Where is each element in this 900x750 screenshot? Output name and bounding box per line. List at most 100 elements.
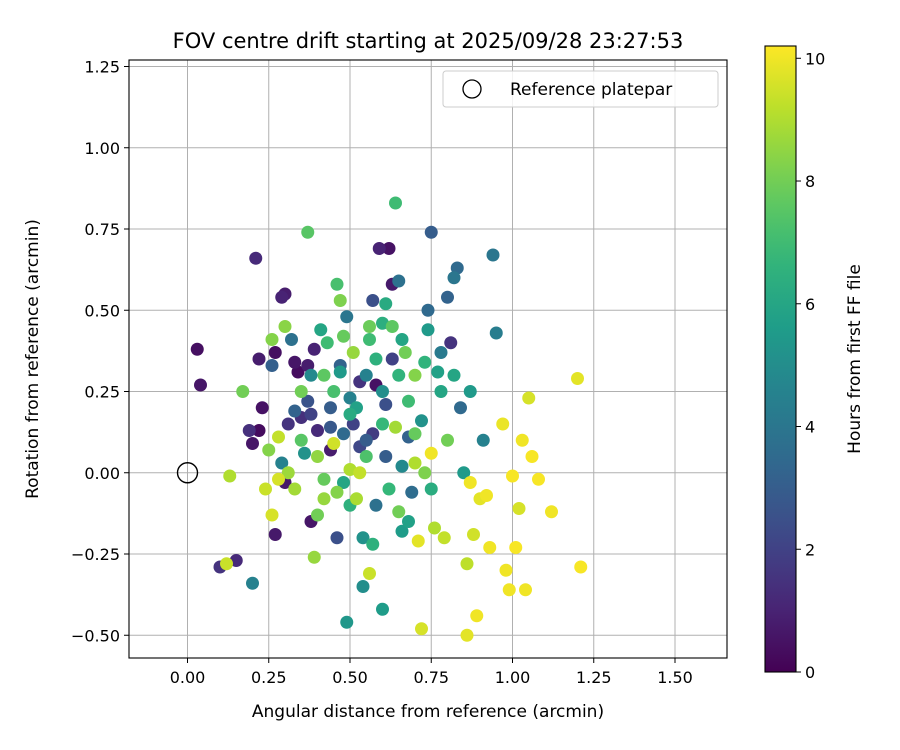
x-tick-label: 0.50 (332, 668, 368, 687)
legend-box (442, 70, 719, 108)
scatter-point (194, 378, 207, 392)
scatter-point (463, 476, 477, 489)
scatter-point (421, 323, 435, 337)
scatter-point (337, 329, 350, 343)
scatter-point (369, 498, 383, 512)
scatter-point (379, 450, 393, 463)
scatter-point (307, 342, 321, 356)
scatter-point (359, 450, 373, 463)
scatter-point (288, 355, 302, 369)
scatter-point (476, 433, 490, 447)
scatter-point (220, 557, 233, 571)
scatter-point (506, 469, 519, 483)
scatter-point (278, 320, 292, 333)
scatter-point (356, 580, 370, 593)
chart-title: FOV centre drift starting at 2025/09/28 … (173, 29, 684, 53)
scatter-point (441, 433, 454, 447)
scatter-point (356, 531, 370, 545)
scatter-point (421, 303, 435, 317)
scatter-point (307, 550, 321, 564)
scatter-point (509, 541, 523, 554)
scatter-point (272, 430, 285, 444)
legend: Reference platepar (442, 70, 719, 108)
scatter-point (444, 336, 458, 350)
scatter-point (411, 534, 425, 548)
scatter-point (252, 352, 266, 366)
colorbar-tick-label: 2 (805, 540, 815, 559)
scatter-point (255, 401, 269, 415)
scatter-point (275, 290, 289, 304)
scatter-point (330, 277, 344, 291)
scatter-point (288, 482, 302, 496)
scatter-point (499, 563, 513, 577)
scatter-point (236, 385, 250, 398)
scatter-point (190, 342, 204, 356)
scatter-point (392, 505, 406, 519)
scatter-point (545, 505, 558, 519)
x-tick-label: 1.25 (576, 668, 612, 687)
scatter-point (337, 476, 350, 489)
scatter-point (272, 472, 285, 486)
scatter-point (281, 466, 295, 480)
x-tick-label: 1.50 (657, 668, 693, 687)
scatter-point (246, 437, 259, 450)
scatter-point (447, 368, 461, 382)
x-axis-label: Angular distance from reference (arcmin) (252, 702, 604, 722)
scatter-point (268, 346, 282, 359)
scatter-point (522, 391, 536, 405)
scatter-point (496, 417, 510, 431)
scatter-point (223, 469, 237, 483)
scatter-point (262, 443, 276, 457)
scatter-point (483, 541, 497, 554)
scatter-point (424, 225, 438, 239)
scatter-point (246, 576, 259, 590)
scatter-point (395, 459, 409, 473)
scatter-point (350, 492, 363, 506)
scatter-point (317, 368, 331, 382)
scatter-point (515, 433, 529, 447)
scatter-point (408, 427, 422, 441)
colorbar-tick-label: 10 (805, 49, 825, 68)
scatter-point (454, 401, 467, 415)
scatter-point (311, 508, 324, 522)
scatter-point (447, 271, 461, 285)
scatter-point (457, 466, 471, 480)
scatter-point (324, 401, 337, 415)
scatter-point (259, 482, 272, 496)
colorbar-tick-label: 8 (805, 172, 815, 191)
colorbar-tick-label: 4 (805, 418, 815, 437)
y-tick-label: 1.00 (84, 139, 120, 158)
scatter-point (268, 528, 282, 541)
scatter-point (463, 385, 477, 398)
scatter-point (395, 333, 409, 346)
scatter-point (385, 352, 399, 366)
scatter-point (467, 528, 480, 541)
scatter-point (402, 394, 415, 408)
scatter-point (418, 355, 432, 369)
reference-platepar-marker (176, 462, 199, 484)
scatter-point (408, 368, 422, 382)
scatter-point (415, 622, 428, 636)
x-tick-label: 0.00 (170, 668, 206, 687)
colorbar-tick-label: 0 (805, 663, 815, 682)
y-tick-label: 1.25 (84, 58, 120, 77)
scatter-point (402, 515, 415, 528)
scatter-point (376, 602, 389, 616)
scatter-point (275, 456, 289, 470)
scatter-point (415, 414, 428, 428)
scatter-point (340, 310, 354, 324)
y-tick-label: 0.25 (84, 383, 120, 402)
scatter-point (470, 609, 484, 623)
scatter-point (249, 251, 263, 265)
scatter-point (382, 242, 396, 255)
scatter-point (460, 628, 474, 642)
scatter-point (366, 294, 380, 307)
scatter-point (317, 472, 331, 486)
scatter-point (431, 365, 445, 379)
legend-label: Reference platepar (510, 80, 672, 100)
plot-frame (128, 59, 728, 659)
scatter-point (405, 485, 419, 499)
colorbar-tick-label: 6 (805, 295, 815, 314)
scatter-point (525, 450, 539, 463)
y-tick-label: −0.25 (71, 545, 120, 564)
